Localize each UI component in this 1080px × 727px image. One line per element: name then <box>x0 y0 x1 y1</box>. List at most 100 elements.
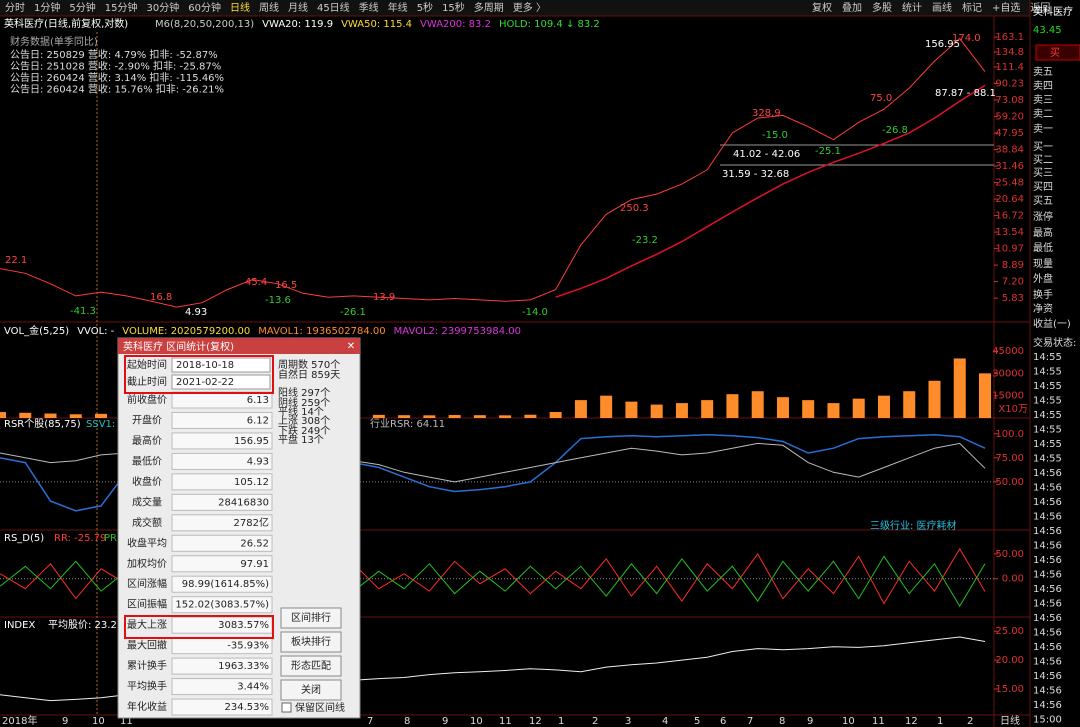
trade-time: 14:56 <box>1033 497 1062 508</box>
y-tick-label: 111.4 <box>995 62 1024 73</box>
value-box <box>171 698 273 716</box>
price-annotation: -23.2 <box>632 235 658 246</box>
period-tab[interactable]: 5分钟 <box>69 1 95 14</box>
trade-time: 14:56 <box>1033 657 1062 668</box>
trade-time: 14:56 <box>1033 642 1062 653</box>
close-icon[interactable]: ✕ <box>347 341 355 352</box>
period-tab[interactable]: 更多 〉 <box>513 1 546 14</box>
trade-time: 14:56 <box>1033 541 1062 552</box>
trade-time: 14:56 <box>1033 613 1062 624</box>
price-annotation: 250.3 <box>620 203 649 214</box>
rsd-header: RR: -25.79 <box>54 533 106 544</box>
row-value: 28416830 <box>218 497 269 508</box>
toolbar-action[interactable]: 返回 <box>1030 2 1050 14</box>
x-tick-label: 2 <box>592 716 598 727</box>
volume-bar <box>423 415 436 418</box>
period-tab[interactable]: 周线 <box>259 1 279 14</box>
volume-bar <box>751 391 764 418</box>
y-tick-label: 0.00 <box>1002 574 1024 585</box>
period-tab[interactable]: 15分钟 <box>105 1 138 14</box>
dialog-button[interactable] <box>280 631 342 653</box>
price-annotation: -13.6 <box>265 295 291 306</box>
toolbar-action[interactable]: 叠加 <box>842 2 862 14</box>
period-tab[interactable]: 季线 <box>359 1 379 14</box>
rsd-header: RS_D(5) <box>4 533 44 544</box>
x-tick-label: 8 <box>404 716 410 727</box>
checkbox[interactable] <box>281 702 292 713</box>
volume-bar <box>600 395 613 418</box>
quote-label: 卖五 <box>1033 66 1053 78</box>
dialog-titlebar <box>118 338 360 354</box>
toolbar-action[interactable]: +自选 <box>992 1 1020 14</box>
button-label[interactable]: 形态匹配 <box>291 659 331 672</box>
indicator: VWA20: 119.9 <box>262 19 333 30</box>
volume-header: VOLUME: 2020579200.00 <box>122 326 250 337</box>
finance-title: 财务数据(单季同比) <box>10 35 98 48</box>
period-tab[interactable]: 年线 <box>388 1 408 14</box>
button-label[interactable]: 关闭 <box>301 683 321 696</box>
period-tab[interactable]: 30分钟 <box>146 1 179 14</box>
x-tick-label: 11 <box>872 716 885 727</box>
row-value: 3.44% <box>237 682 269 693</box>
volume-bar <box>802 400 815 418</box>
period-tab[interactable]: 45日线 <box>317 1 350 14</box>
dialog-button[interactable] <box>280 607 342 629</box>
price-annotation: -26.8 <box>882 125 908 136</box>
buy-button[interactable] <box>1035 44 1080 61</box>
price-annotation: -26.1 <box>340 307 366 318</box>
industry-note: 三级行业: 医疗耗材 <box>870 519 957 532</box>
row-label: 最大回撤 <box>127 639 167 652</box>
y-tick-label: 163.1 <box>995 32 1024 43</box>
button-label[interactable]: 区间排行 <box>291 611 331 624</box>
trade-time: 14:55 <box>1033 367 1062 378</box>
price-annotation: 41.02 - 42.06 <box>733 149 800 160</box>
stat-row: 自然日 859天 <box>278 368 340 381</box>
volume-bar <box>473 415 486 418</box>
y-tick-label: 10.97 <box>995 244 1024 255</box>
y-tick-label: 31.46 <box>995 161 1024 172</box>
period-tab[interactable]: 60分钟 <box>188 1 221 14</box>
price-annotation: 87.87 - 88.1 <box>935 88 996 99</box>
dialog-button[interactable] <box>280 655 342 677</box>
y-tick-label: 20.00 <box>995 655 1024 666</box>
period-tab[interactable]: 分时 <box>5 2 25 14</box>
period-tab[interactable]: 日线 <box>230 1 250 14</box>
toolbar-action[interactable]: 统计 <box>902 1 922 14</box>
volume-bar <box>903 391 916 418</box>
row-label: 开盘价 <box>132 413 162 426</box>
volume-bar <box>877 395 890 418</box>
row-value: 152.02(3083.57%) <box>175 600 269 611</box>
toolbar-action[interactable]: 多股 <box>872 1 892 14</box>
x-tick-label: 5 <box>694 716 700 727</box>
value-box <box>171 493 273 511</box>
period-tab[interactable]: 15秒 <box>442 1 465 14</box>
dialog-button[interactable] <box>280 679 342 701</box>
period-tab[interactable]: 月线 <box>288 1 308 14</box>
price-annotation: -41.3 <box>70 306 96 317</box>
price-annotation: -25.1 <box>815 146 841 157</box>
trade-time: 14:55 <box>1033 381 1062 392</box>
date-input[interactable] <box>171 374 271 390</box>
quote-label: 外盘 <box>1033 272 1053 285</box>
date-input[interactable] <box>171 357 271 373</box>
trade-time: 14:55 <box>1033 439 1062 450</box>
toolbar-action[interactable]: 复权 <box>812 1 832 14</box>
trade-time: 14:56 <box>1033 584 1062 595</box>
volume-header: VOL_金(5,25) <box>4 324 69 337</box>
price-annotation: -15.0 <box>762 130 788 141</box>
volume-bar <box>549 412 562 418</box>
buy-label[interactable]: 买 <box>1050 47 1060 59</box>
period-tab[interactable]: 多周期 <box>474 1 504 14</box>
row-label: 收盘价 <box>132 475 162 488</box>
stock-name: 英科医疗 <box>1033 5 1073 18</box>
checkbox-label[interactable]: 保留区间线 <box>295 701 345 714</box>
button-label[interactable]: 板块排行 <box>291 635 331 648</box>
period-tab[interactable]: 1分钟 <box>34 1 60 14</box>
row-value: 4.93 <box>247 456 269 467</box>
toolbar-action[interactable]: 标记 <box>962 2 982 14</box>
period-tab[interactable]: 5秒 <box>417 1 433 14</box>
stat-row: 周期数 570个 <box>278 358 340 371</box>
volume-bar <box>44 413 57 418</box>
price-annotation: 4.93 <box>185 307 207 318</box>
toolbar-action[interactable]: 画线 <box>932 1 952 14</box>
